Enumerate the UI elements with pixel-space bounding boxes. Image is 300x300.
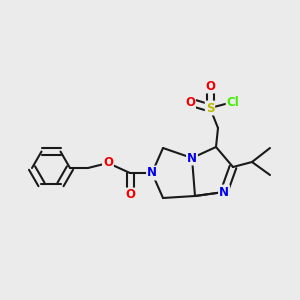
Text: O: O	[185, 95, 195, 109]
Text: O: O	[103, 157, 113, 169]
Text: O: O	[205, 80, 215, 92]
Text: N: N	[219, 185, 229, 199]
Text: N: N	[187, 152, 197, 164]
Text: S: S	[206, 101, 214, 115]
Text: O: O	[125, 188, 135, 202]
Text: N: N	[147, 167, 157, 179]
Text: Cl: Cl	[226, 95, 239, 109]
